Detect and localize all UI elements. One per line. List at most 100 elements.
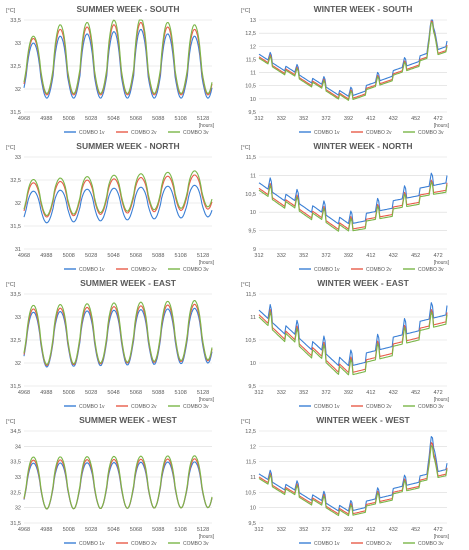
- x-tick-label: 4968: [18, 116, 30, 122]
- series-line: [258, 172, 448, 225]
- y-axis-label: [°C]: [241, 419, 251, 425]
- series-line: [258, 302, 448, 367]
- x-tick-label: 5128: [197, 390, 209, 396]
- y-tick-label: 11,5: [246, 155, 256, 161]
- y-axis-label: [°C]: [6, 8, 16, 14]
- y-tick-label: 9,5: [248, 110, 256, 116]
- y-tick-label: 11: [250, 475, 256, 481]
- y-tick-label: 10: [250, 361, 256, 367]
- legend-label: COMBO 3v: [183, 130, 209, 136]
- x-tick-label: 5068: [130, 116, 142, 122]
- y-tick-label: 13: [250, 18, 256, 24]
- series-line: [23, 184, 213, 224]
- series-line: [23, 28, 213, 99]
- series-line: [258, 442, 448, 515]
- x-axis-label: [hours]: [434, 260, 450, 266]
- y-tick-label: 10,5: [245, 192, 256, 198]
- x-axis-label: [hours]: [434, 534, 450, 540]
- x-tick-label: 412: [366, 390, 375, 396]
- line-chart: SUMMER WEEK - WEST [°C] 31,5 32 32,5 33 33,5 34…: [6, 415, 215, 547]
- y-tick-label: 33: [15, 155, 21, 161]
- y-tick-label: 31: [15, 247, 21, 253]
- x-tick-label: 5008: [63, 527, 75, 533]
- x-tick-label: 5048: [107, 116, 119, 122]
- series-line: [23, 455, 213, 510]
- y-tick-label: 10: [250, 97, 256, 103]
- chart-title: WINTER WEEK - WEST: [316, 415, 410, 425]
- chart-title: SUMMER WEEK - NORTH: [76, 141, 179, 151]
- legend-label: COMBO 2v: [131, 267, 157, 273]
- legend-label: COMBO 3v: [418, 541, 444, 547]
- y-tick-label: 33,5: [10, 18, 21, 24]
- legend-label: COMBO 1v: [314, 130, 340, 136]
- x-tick-label: 5108: [175, 116, 187, 122]
- x-tick-label: 5088: [152, 253, 164, 259]
- x-tick-label: 372: [322, 116, 331, 122]
- series-line: [258, 19, 448, 97]
- x-tick-label: 5008: [63, 116, 75, 122]
- legend-label: COMBO 3v: [183, 267, 209, 273]
- x-tick-label: 5048: [107, 390, 119, 396]
- legend-label: COMBO 2v: [366, 267, 392, 273]
- x-tick-label: 5008: [63, 253, 75, 259]
- x-tick-label: 392: [344, 390, 353, 396]
- x-tick-label: 5088: [152, 527, 164, 533]
- x-axis-label: [hours]: [199, 260, 215, 266]
- chart-title: WINTER WEEK - NORTH: [313, 141, 412, 151]
- x-tick-label: 432: [389, 390, 398, 396]
- y-tick-label: 33,5: [10, 292, 21, 298]
- x-tick-label: 4988: [40, 527, 52, 533]
- x-tick-label: 412: [366, 116, 375, 122]
- x-tick-label: 5008: [63, 390, 75, 396]
- x-tick-label: 472: [433, 390, 442, 396]
- legend-label: COMBO 3v: [418, 404, 444, 410]
- y-tick-label: 11: [250, 71, 256, 77]
- y-tick-label: 32: [15, 201, 21, 207]
- y-tick-label: 11: [250, 315, 256, 321]
- x-tick-label: 5068: [130, 527, 142, 533]
- y-tick-label: 32,5: [10, 178, 21, 184]
- x-tick-label: 392: [344, 527, 353, 533]
- series-line: [23, 300, 213, 366]
- x-tick-label: 5048: [107, 253, 119, 259]
- y-tick-label: 9,5: [248, 229, 256, 235]
- x-tick-label: 332: [277, 527, 286, 533]
- line-chart: WINTER WEEK - EAST [°C] 9,5 10 10,5 11 11,5 312…: [241, 278, 450, 410]
- series-line: [258, 436, 448, 512]
- y-tick-label: 12,5: [245, 429, 256, 435]
- y-tick-label: 12,5: [245, 31, 256, 37]
- x-tick-label: 5048: [107, 527, 119, 533]
- y-tick-label: 33: [15, 41, 21, 47]
- line-chart: WINTER WEEK - NORTH [°C] 9 9,5 10 10,5 11 11,5 3…: [241, 141, 450, 273]
- legend-label: COMBO 3v: [418, 267, 444, 273]
- y-axis-label: [°C]: [6, 419, 16, 425]
- y-tick-label: 11,5: [246, 57, 256, 63]
- x-tick-label: 352: [299, 253, 308, 259]
- y-tick-label: 11,5: [246, 460, 256, 466]
- y-tick-label: 10,5: [245, 84, 256, 90]
- y-tick-label: 33: [15, 315, 21, 321]
- x-tick-label: 332: [277, 390, 286, 396]
- x-tick-label: 352: [299, 527, 308, 533]
- legend-label: COMBO 2v: [366, 404, 392, 410]
- x-tick-label: 432: [389, 116, 398, 122]
- line-chart: SUMMER WEEK - SOUTH [°C] 31,5 32 32,5 33 33,5 4…: [6, 4, 215, 136]
- x-tick-label: 5108: [175, 390, 187, 396]
- x-tick-label: 312: [254, 527, 263, 533]
- x-tick-label: 5108: [175, 527, 187, 533]
- x-tick-label: 472: [433, 116, 442, 122]
- y-axis-label: [°C]: [6, 145, 16, 151]
- y-tick-label: 34,5: [10, 429, 21, 435]
- y-tick-label: 32: [15, 361, 21, 367]
- series-line: [23, 174, 213, 218]
- x-tick-label: 452: [411, 253, 420, 259]
- legend-label: COMBO 2v: [131, 541, 157, 547]
- line-chart: SUMMER WEEK - EAST [°C] 31,5 32 32,5 33 33,5 49…: [6, 278, 215, 410]
- y-tick-label: 32,5: [10, 490, 21, 496]
- x-tick-label: 5128: [197, 116, 209, 122]
- x-tick-label: 5128: [197, 253, 209, 259]
- x-tick-label: 472: [433, 253, 442, 259]
- x-tick-label: 332: [277, 116, 286, 122]
- x-tick-label: 432: [389, 527, 398, 533]
